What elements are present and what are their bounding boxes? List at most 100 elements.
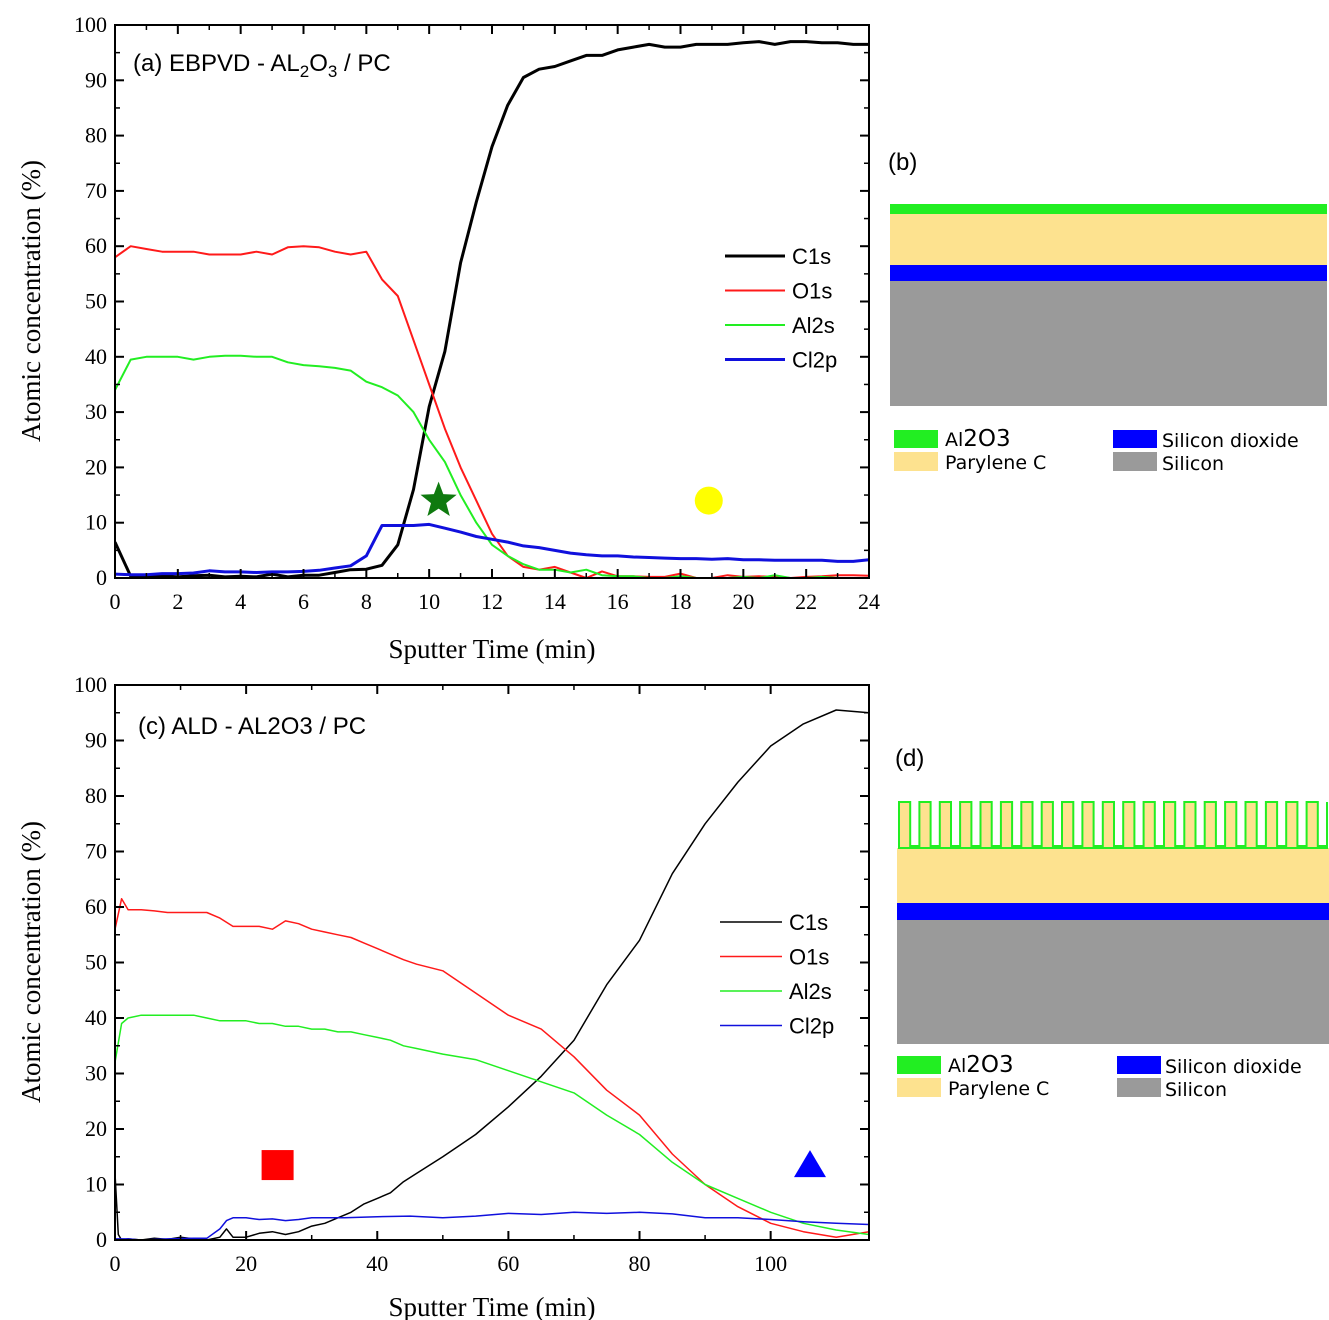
diagram-d-legend-sio2-label: Silicon dioxide — [1165, 1056, 1302, 1078]
diagram-d-al2o3-conformal-layer — [898, 801, 1328, 849]
x-tick-label: 10 — [418, 589, 440, 614]
chart-a-legend: C1s O1s Al2s Cl2p — [725, 244, 837, 373]
y-tick-label: 10 — [85, 1172, 107, 1197]
chart-a-ylabel: Atomic concentration (%) — [16, 160, 46, 442]
chart-a-frame — [114, 24, 870, 579]
diagram-d-legend-al2o3-label: Al2O3 — [948, 1052, 1014, 1078]
x-tick-label: 14 — [544, 589, 566, 614]
diagram-d-silicon-layer — [897, 919, 1329, 1044]
x-tick-label: 6 — [298, 589, 309, 614]
y-tick-label: 10 — [85, 510, 107, 535]
legend-label-cl2p: Cl2p — [792, 348, 837, 373]
diagram-d-legend-al2o3-swatch — [897, 1056, 941, 1074]
y-tick-label: 60 — [85, 233, 107, 258]
diagram-d-legend-parylene-swatch — [897, 1078, 941, 1097]
x-tick-label: 0 — [110, 1251, 121, 1276]
square-marker — [261, 1150, 294, 1181]
diagram-b-sio2-layer — [890, 265, 1327, 281]
diagram-d-sio2-layer — [897, 903, 1329, 920]
x-tick-label: 18 — [670, 589, 692, 614]
y-tick-label: 50 — [85, 950, 107, 975]
diagram-d-label: (d) — [895, 745, 924, 772]
diagram-b-legend-parylene-label: Parylene C — [945, 452, 1046, 474]
legend-label-o1s: O1s — [792, 279, 832, 304]
x-tick-label: 16 — [607, 589, 629, 614]
y-tick-label: 30 — [85, 1061, 107, 1086]
y-tick-label: 30 — [85, 399, 107, 424]
x-tick-label: 60 — [497, 1251, 519, 1276]
series-line-al2s — [115, 354, 869, 578]
x-tick-label: 100 — [754, 1251, 787, 1276]
diagram-b-legend-al2o3-label: Al2O3 — [945, 426, 1011, 452]
series-line-o1s — [115, 897, 869, 1238]
y-tick-label: 90 — [85, 67, 107, 92]
diagram-b-legend-silicon-swatch — [1113, 452, 1157, 471]
legend-label-o1s: O1s — [789, 945, 829, 970]
y-tick-label: 100 — [74, 672, 107, 697]
chart-a-xlabel: Sputter Time (min) — [388, 634, 595, 664]
chart-a-series-layer — [115, 40, 869, 578]
legend-label-c1s: C1s — [792, 244, 831, 269]
diagram-b-silicon-layer — [890, 281, 1327, 406]
y-tick-label: 100 — [74, 12, 107, 37]
diagram-d-legend-silicon-swatch — [1117, 1078, 1161, 1097]
chart-c-frame — [114, 684, 870, 1241]
x-tick-label: 4 — [235, 589, 246, 614]
chart-c-legend: C1s O1s Al2s Cl2p — [720, 910, 834, 1039]
y-tick-label: 80 — [85, 123, 107, 148]
y-tick-label: 90 — [85, 728, 107, 753]
chart-a-panel-title: (a) EBPVD - AL2O3 / PC — [133, 50, 391, 81]
series-line-c1s — [115, 40, 869, 578]
x-tick-label: 20 — [235, 1251, 257, 1276]
chart-panel-c: 0 20 40 60 80 100 0 10 20 30 40 50 60 70 80 90 100 (c) A… — [16, 672, 870, 1320]
chart-c-panel-title: (c) ALD - AL2O3 / PC — [138, 713, 366, 740]
diagram-d-legend-parylene-label: Parylene C — [948, 1078, 1049, 1100]
series-line-al2s — [115, 1014, 869, 1236]
y-tick-label: 0 — [96, 565, 107, 590]
x-tick-label: 40 — [366, 1251, 388, 1276]
chart-c-ticks: 0 20 40 60 80 100 0 10 20 30 40 50 60 70 80 90 100 — [74, 672, 869, 1276]
series-line-c1s — [115, 709, 869, 1240]
legend-label-c1s: C1s — [789, 910, 828, 935]
diagram-b-label: (b) — [888, 149, 917, 176]
x-tick-label: 80 — [629, 1251, 651, 1276]
chart-c-markers — [261, 1150, 826, 1181]
chart-panel-a: 0 2 4 6 8 10 12 14 16 18 20 22 240102030405060708090… — [16, 12, 880, 664]
y-tick-label: 80 — [85, 783, 107, 808]
diagram-b-parylene-layer — [890, 213, 1327, 265]
x-tick-label: 12 — [481, 589, 503, 614]
chart-c-series-layer — [115, 709, 869, 1240]
diagram-d: (d) Al2O3 Parylene C Silicon dioxide Sil… — [895, 745, 1329, 1101]
x-tick-label: 20 — [732, 589, 754, 614]
diagram-d-legend-sio2-swatch — [1117, 1056, 1161, 1074]
series-line-cl2p — [115, 1211, 869, 1240]
legend-label-al2s: Al2s — [789, 979, 832, 1004]
x-tick-label: 22 — [795, 589, 817, 614]
diagram-b: (b) Al2O3 Parylene C Silicon dioxide Sil… — [888, 149, 1327, 475]
diagram-b-legend-parylene-swatch — [894, 452, 938, 471]
diagram-b-legend-silicon-label: Silicon — [1162, 453, 1224, 475]
diagram-d-parylene-layer — [897, 848, 1329, 903]
y-tick-label: 50 — [85, 289, 107, 314]
legend-label-cl2p: Cl2p — [789, 1014, 834, 1039]
diagram-b-al2o3-layer — [890, 204, 1327, 214]
chart-a-ticks: 0 2 4 6 8 10 12 14 16 18 20 22 240102030405060708090… — [74, 12, 880, 614]
y-tick-label: 60 — [85, 894, 107, 919]
y-tick-label: 20 — [85, 454, 107, 479]
diagram-b-legend-sio2-label: Silicon dioxide — [1162, 430, 1299, 452]
x-tick-label: 8 — [361, 589, 372, 614]
chart-c-xlabel: Sputter Time (min) — [388, 1292, 595, 1320]
diagram-b-legend-al2o3-swatch — [894, 430, 938, 448]
diagram-b-legend-sio2-swatch — [1113, 430, 1157, 448]
chart-a-markers — [420, 481, 723, 516]
triangle-marker — [793, 1150, 826, 1178]
diagram-d-legend-silicon-label: Silicon — [1165, 1079, 1227, 1101]
chart-c-ylabel: Atomic concentration (%) — [16, 821, 46, 1103]
legend-label-al2s: Al2s — [792, 313, 835, 338]
x-tick-label: 24 — [858, 589, 880, 614]
y-tick-label: 40 — [85, 344, 107, 369]
circle-marker — [694, 486, 723, 515]
y-tick-label: 70 — [85, 178, 107, 203]
x-tick-label: 0 — [110, 589, 121, 614]
